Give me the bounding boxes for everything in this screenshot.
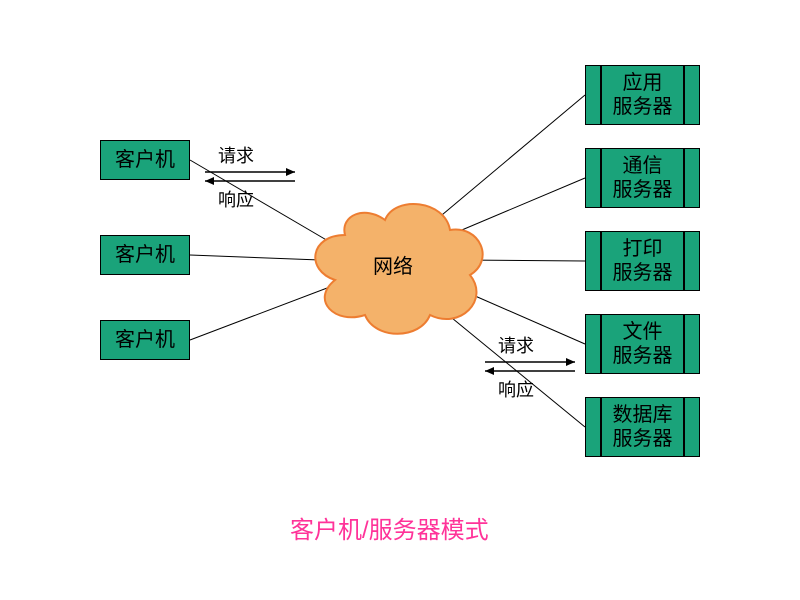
label-response-left: 响应 bbox=[218, 186, 254, 212]
client-node-1: 客户机 bbox=[100, 140, 190, 180]
server-node-comm: 通信 服务器 bbox=[585, 148, 700, 208]
server-label: 通信 服务器 bbox=[613, 154, 673, 202]
cloud-label: 网络 bbox=[373, 250, 413, 279]
diagram-caption: 客户机/服务器模式 bbox=[290, 510, 489, 545]
server-label: 应用 服务器 bbox=[613, 71, 673, 119]
server-node-db: 数据库 服务器 bbox=[585, 397, 700, 457]
server-label: 文件 服务器 bbox=[613, 320, 673, 368]
server-node-file: 文件 服务器 bbox=[585, 314, 700, 374]
client-node-2: 客户机 bbox=[100, 235, 190, 275]
client-label: 客户机 bbox=[115, 148, 175, 172]
label-response-right: 响应 bbox=[498, 376, 534, 402]
client-node-3: 客户机 bbox=[100, 320, 190, 360]
server-node-print: 打印 服务器 bbox=[585, 231, 700, 291]
server-node-app: 应用 服务器 bbox=[585, 65, 700, 125]
server-label: 数据库 服务器 bbox=[613, 403, 673, 451]
label-request-right: 请求 bbox=[498, 332, 534, 358]
client-label: 客户机 bbox=[115, 328, 175, 352]
label-request-left: 请求 bbox=[218, 142, 254, 168]
server-label: 打印 服务器 bbox=[613, 237, 673, 285]
client-label: 客户机 bbox=[115, 243, 175, 267]
